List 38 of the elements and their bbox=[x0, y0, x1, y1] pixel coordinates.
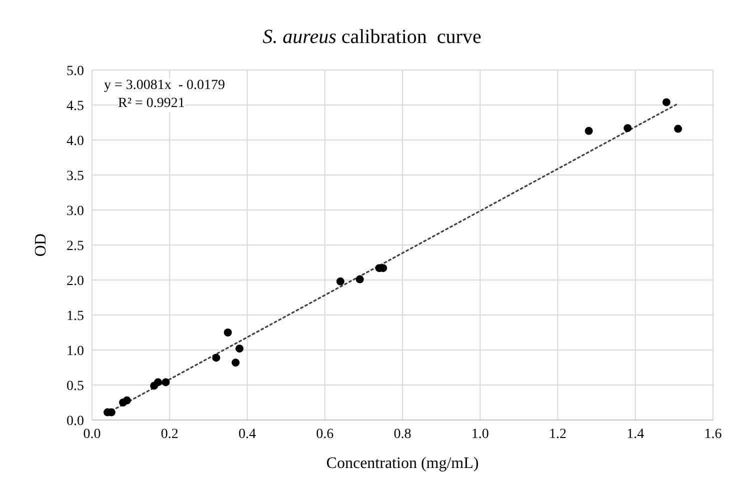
y-tick-label: 0.5 bbox=[66, 378, 84, 394]
point bbox=[235, 344, 244, 353]
y-tick-label: 0.0 bbox=[66, 414, 84, 429]
point bbox=[336, 277, 344, 286]
y-tick-label: 1.0 bbox=[66, 344, 84, 359]
y-tick-label: 4.0 bbox=[66, 134, 84, 149]
point bbox=[212, 354, 220, 362]
y-tick-label: 2.5 bbox=[66, 238, 84, 254]
point bbox=[624, 124, 632, 132]
x-tick-label: 0.8 bbox=[394, 426, 412, 442]
x-tick-label: 0.2 bbox=[160, 426, 178, 442]
annotation: R² = 0.9921 bbox=[118, 96, 185, 112]
point bbox=[674, 124, 682, 133]
point bbox=[662, 98, 670, 106]
x-axis-title: Concentration (mg/mL) bbox=[326, 455, 479, 472]
x-tick-label: 0.6 bbox=[316, 426, 334, 442]
point bbox=[154, 378, 162, 386]
annotation: y = 3.0081x - 0.0179 bbox=[104, 78, 226, 94]
y-tick-label: 1.5 bbox=[66, 308, 84, 324]
x-tick-label: 0.4 bbox=[238, 426, 256, 442]
y-tick-label: 4.5 bbox=[66, 98, 84, 114]
point bbox=[162, 378, 170, 386]
x-tick-label: 1.2 bbox=[549, 426, 566, 442]
x-tick-label: 0.0 bbox=[83, 426, 101, 442]
point bbox=[122, 396, 131, 404]
x-tick-label: 1.4 bbox=[626, 426, 644, 442]
point bbox=[224, 328, 232, 336]
y-tick-label: 5.0 bbox=[66, 64, 84, 79]
x-tick-label: 1.0 bbox=[471, 426, 489, 442]
x-tick-label: 1.6 bbox=[704, 426, 722, 442]
y-tick-label: 3.5 bbox=[66, 168, 84, 184]
point bbox=[584, 126, 593, 135]
y-axis-title: OD bbox=[32, 233, 50, 257]
y-tick-label: 3.0 bbox=[66, 204, 84, 219]
point bbox=[232, 358, 240, 367]
point bbox=[356, 275, 364, 284]
y-tick-label: 2.0 bbox=[66, 274, 84, 289]
chart-title: S. aureus calibration curve bbox=[262, 26, 482, 48]
